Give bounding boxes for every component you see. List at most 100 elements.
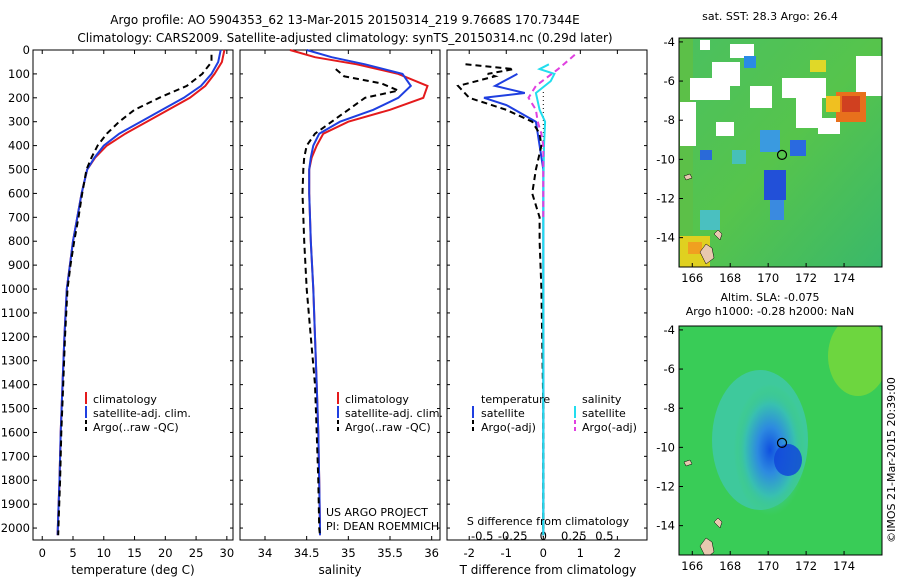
x-tick-label: 25 (189, 546, 204, 560)
argo-float-marker (776, 149, 788, 160)
x-tick-label: 36 (424, 546, 439, 560)
header-line-2: Climatology: CARS2009. Satellite-adjuste… (77, 31, 612, 45)
lat-tick-label: -6 (664, 362, 675, 376)
island-shape (683, 459, 693, 467)
x-tick-label: 35.5 (377, 546, 403, 560)
x-tick-label: 15 (127, 546, 142, 560)
temperature-legend: climatology satellite-adj. clim. Argo(..… (85, 392, 191, 434)
depth-tick-label: 400 (8, 139, 30, 153)
temperature-series (56, 49, 226, 536)
temperature-axis: 0 5 10 15 20 25 30 (39, 49, 235, 560)
depth-tick-label: 1400 (1, 378, 30, 392)
depth-tick-label: 800 (8, 234, 30, 248)
legend-label-argo: Argo(..raw -QC) (93, 421, 179, 434)
s-tick-label: 0.25 (561, 529, 587, 543)
x-tick-label: -1 (501, 546, 512, 560)
s-tick-label: 0 (540, 529, 547, 543)
s-tick-label: -0.25 (498, 529, 528, 543)
argo-float-marker (776, 437, 788, 448)
sst-cold-patch (764, 170, 786, 200)
temperature-xlabel: temperature (deg C) (71, 563, 194, 577)
depth-tick-label: 1800 (1, 473, 30, 487)
imos-credit: ©IMOS 21-Mar-2015 20:39:00 (885, 377, 898, 543)
series-line (534, 63, 556, 536)
legend-label-climatology: climatology (93, 393, 157, 406)
sst-hot-patch (842, 96, 860, 112)
depth-tick-label: 700 (8, 210, 30, 224)
x-tick-label: 0 (540, 546, 547, 560)
island-shape (699, 243, 715, 265)
x-tick-label: 34 (258, 546, 273, 560)
lat-tick-label: -10 (656, 440, 675, 454)
sst-map-panel: sat. SST: 28.3 Argo: 26.4 (656, 10, 883, 285)
sla-min (774, 444, 802, 476)
sla-map-lat-axis: -4 -6 -8 -10 -12 -14 (656, 323, 683, 533)
lon-tick-label: 174 (833, 559, 855, 573)
lat-tick-label: -12 (656, 191, 675, 205)
header-line-1: Argo profile: AO 5904353_62 13-Mar-2015 … (110, 13, 579, 27)
legend-label-t-satellite: satellite (481, 407, 525, 420)
x-tick-label: 30 (220, 546, 235, 560)
sst-missing-cell (818, 118, 840, 134)
series-line (301, 68, 402, 536)
sst-missing-cell (700, 40, 710, 50)
lon-tick-label: 172 (795, 271, 817, 285)
series-line (456, 63, 545, 536)
x-tick-label: 2 (614, 546, 621, 560)
lon-tick-label: 170 (757, 271, 779, 285)
x-tick-label: 20 (158, 546, 173, 560)
sst-cool-patch (732, 150, 746, 164)
sst-missing-cell (716, 122, 734, 136)
lat-tick-label: -14 (656, 231, 675, 245)
series-line (56, 49, 226, 536)
x-tick-label: 10 (96, 546, 111, 560)
legend-label-climatology: climatology (345, 393, 409, 406)
series-line (56, 49, 222, 536)
lat-tick-label: -8 (664, 401, 675, 415)
series-line (527, 54, 576, 218)
depth-tick-label: 1500 (1, 402, 30, 416)
lat-tick-label: -6 (664, 74, 675, 88)
island-shape (713, 517, 723, 529)
salinity-panel: 34 34.5 35 35.5 36 salinity climatology sate… (239, 49, 443, 577)
s-tick-label: -0.5 (471, 529, 493, 543)
s-difference-axis: -0.5 -0.25 0 0.25 0.5 (471, 529, 614, 543)
depth-axis: 0 100 200 300 400 500 600 700 800 900 1000 1100 1200… (1, 43, 37, 535)
sst-cool-patch (700, 210, 720, 230)
sst-missing-cell (680, 102, 696, 146)
sst-map-title: sat. SST: 28.3 Argo: 26.4 (702, 10, 838, 23)
sst-missing-cell (730, 44, 754, 58)
temperature-panel: 0100200300400500600700800900100011001200… (1, 43, 234, 577)
s-difference-label: S difference from climatology (467, 515, 630, 528)
depth-tick-label: 1600 (1, 425, 30, 439)
depth-tick-label: 200 (8, 91, 30, 105)
difference-legend: temperature salinity satellite Argo(-adj… (472, 393, 637, 434)
series-line (57, 54, 213, 536)
sst-cool-patch (700, 150, 712, 160)
legend-label-s-satellite: satellite (582, 407, 626, 420)
pi-annotation: PI: DEAN ROEMMICH (326, 520, 439, 533)
sla-map-subtitle: Argo h1000: -0.28 h2000: NaN (686, 305, 855, 318)
depth-tick-label: 1200 (1, 330, 30, 344)
depth-tick-label: 900 (8, 258, 30, 272)
salinity-frame (239, 49, 441, 541)
lat-tick-label: -8 (664, 113, 675, 127)
depth-tick-label: 0 (23, 43, 30, 57)
depth-tick-label: 1700 (1, 449, 30, 463)
sst-warm-patch (810, 60, 826, 72)
project-annotation: US ARGO PROJECT (326, 506, 428, 519)
sst-warm-patch (826, 96, 840, 112)
salinity-axis: 34 34.5 35 35.5 36 (240, 49, 440, 560)
legend-label-satellite: satellite-adj. clim. (93, 407, 191, 420)
x-tick-label: 35 (341, 546, 356, 560)
legend-label-satellite: satellite-adj. clim. (345, 407, 443, 420)
depth-tick-label: 1900 (1, 497, 30, 511)
legend-label-argo: Argo(..raw -QC) (345, 421, 431, 434)
lat-tick-label: -14 (656, 519, 675, 533)
lon-tick-label: 168 (719, 559, 741, 573)
depth-tick-label: 500 (8, 163, 30, 177)
sst-map-lat-axis: -4 -6 -8 -10 -12 -14 (656, 35, 683, 245)
lat-tick-label: -10 (656, 152, 675, 166)
sst-patch (679, 38, 693, 267)
